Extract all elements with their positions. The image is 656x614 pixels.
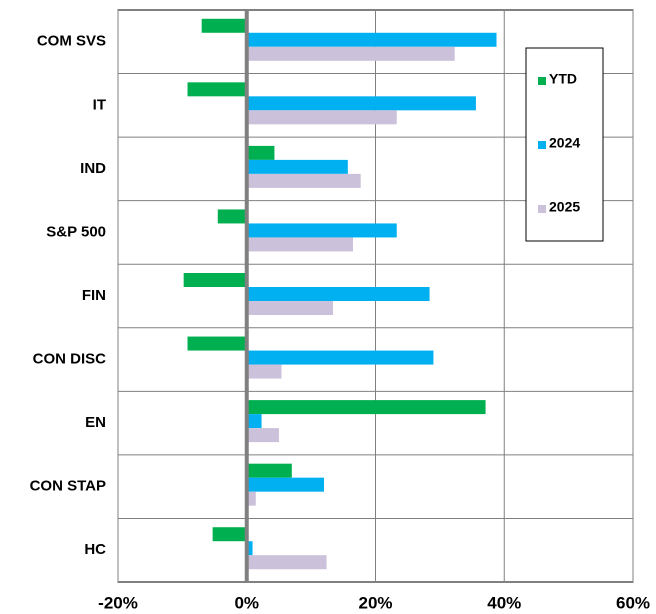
bar: [187, 336, 247, 351]
legend-swatch: [538, 141, 546, 149]
bar: [246, 541, 253, 556]
bar: [246, 477, 324, 492]
bar: [246, 145, 275, 160]
bar: [246, 428, 279, 443]
bar: [246, 463, 292, 478]
bar: [246, 32, 497, 47]
bar: [246, 301, 334, 315]
legend-swatch: [538, 77, 546, 85]
y-tick-label: CON STAP: [30, 478, 106, 495]
x-tick-label: -20%: [98, 593, 138, 612]
y-tick-label: IT: [93, 96, 106, 113]
y-tick-label: COM SVS: [37, 33, 106, 50]
bar: [246, 173, 361, 188]
bar: [246, 414, 262, 429]
bar: [246, 350, 434, 365]
legend: YTD 2024 2025: [525, 47, 604, 242]
bar: [246, 159, 348, 174]
bar: [246, 110, 397, 125]
bar: [246, 555, 327, 570]
legend-label: 2025: [549, 199, 580, 215]
bar: [217, 209, 247, 224]
y-tick-label: S&P 500: [46, 223, 106, 240]
bar: [183, 273, 247, 287]
legend-swatch: [538, 205, 546, 213]
bar: [246, 287, 430, 301]
bar: [246, 400, 486, 415]
bar: [246, 96, 476, 111]
bar: [187, 82, 247, 97]
y-tick-label: FIN: [82, 287, 106, 304]
legend-label: YTD: [549, 71, 577, 87]
y-tick-label: CON DISC: [33, 351, 107, 368]
x-tick-label: 40%: [487, 593, 521, 612]
y-tick-label: IND: [80, 160, 106, 177]
bar: [212, 527, 247, 542]
bar: [246, 237, 353, 252]
bar: [201, 18, 247, 33]
legend-label: 2024: [549, 135, 580, 151]
bar: [246, 46, 455, 61]
y-tick-label: HC: [84, 541, 106, 558]
y-tick-label: EN: [85, 414, 106, 431]
bar: [246, 223, 397, 238]
x-tick-label: 60%: [616, 593, 650, 612]
bar: [246, 364, 282, 379]
bar: [246, 491, 256, 506]
x-tick-label: 0%: [234, 593, 259, 612]
x-tick-label: 20%: [358, 593, 392, 612]
